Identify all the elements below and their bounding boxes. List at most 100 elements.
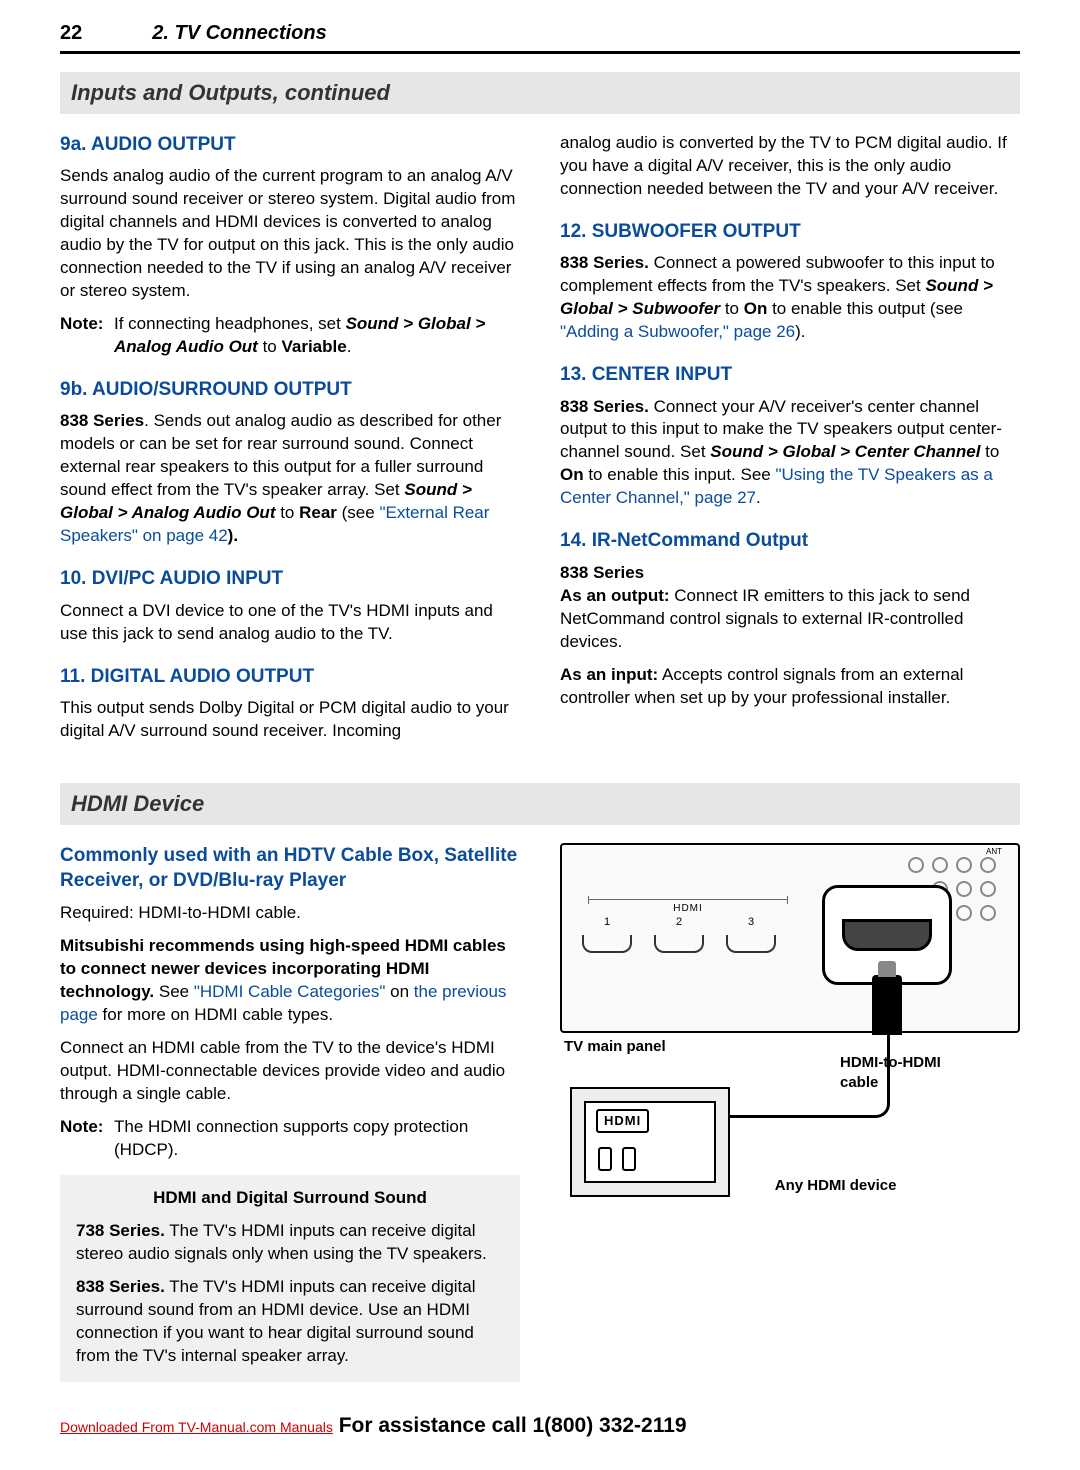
box-738: 738 Series. The TV's HDMI inputs can rec… <box>76 1220 504 1266</box>
jack-icon <box>980 881 996 897</box>
box-surround: HDMI and Digital Surround Sound 738 Seri… <box>60 1175 520 1382</box>
device-label: Any HDMI device <box>775 1176 897 1196</box>
t: As an output: <box>560 586 670 605</box>
t: to enable this output (see <box>767 299 963 318</box>
assistance-phone: For assistance call 1(800) 332-2119 <box>339 1414 687 1437</box>
page-header: 22 2. TV Connections <box>60 20 1020 54</box>
section-bar-hdmi: HDMI Device <box>60 783 1020 825</box>
note-label: Note: <box>60 313 114 359</box>
heading-12: 12. SUBWOOFER OUTPUT <box>560 219 1020 245</box>
para-required: Required: HDMI-to-HDMI cable. <box>60 902 520 925</box>
t: to <box>720 299 744 318</box>
note-9a: Note: If connecting headphones, set Soun… <box>60 313 520 359</box>
note-9a-body: If connecting headphones, set Sound > Gl… <box>114 313 520 359</box>
chapter-title: 2. TV Connections <box>152 20 326 47</box>
t: on <box>385 982 413 1001</box>
t: to enable this input. See <box>584 465 776 484</box>
heading-9a: 9a. AUDIO OUTPUT <box>60 132 520 158</box>
link-hdmi-categories[interactable]: "HDMI Cable Categories" <box>194 982 386 1001</box>
t: ). <box>228 526 238 545</box>
t: On <box>744 299 768 318</box>
hdmi-port-row: 1 2 3 <box>582 935 776 953</box>
jack-icon <box>908 857 924 873</box>
para-9b: 838 Series. Sends out analog audio as de… <box>60 410 520 548</box>
para-14a: 838 Series As an output: Connect IR emit… <box>560 562 1020 654</box>
section-title-hdmi: HDMI Device <box>71 789 1010 819</box>
t: 838 Series. <box>76 1277 165 1296</box>
heading-14: 14. IR-NetCommand Output <box>560 528 1020 554</box>
t: As an input: <box>560 665 658 684</box>
hdmi-port-3: 3 <box>726 935 776 953</box>
jack-icon <box>956 905 972 921</box>
para-12: 838 Series. Connect a powered subwoofer … <box>560 252 1020 344</box>
port-num: 3 <box>748 915 754 930</box>
t: See <box>154 982 194 1001</box>
device-ports <box>598 1147 636 1171</box>
note-hdcp: Note: The HDMI connection supports copy … <box>60 1116 520 1162</box>
section-title-io: Inputs and Outputs, continued <box>71 78 1010 108</box>
heading-11: 11. DIGITAL AUDIO OUTPUT <box>60 664 520 690</box>
t: 838 Series. <box>560 397 649 416</box>
t: Variable <box>281 337 346 356</box>
link-subwoofer[interactable]: "Adding a Subwoofer," page 26 <box>560 322 795 341</box>
device-port-icon <box>622 1147 636 1171</box>
t: 838 Series <box>60 411 144 430</box>
jack-icon <box>980 857 996 873</box>
cable-line-icon <box>710 1028 890 1118</box>
page-number: 22 <box>60 20 82 47</box>
t: If connecting headphones, set <box>114 314 346 333</box>
io-right-column: analog audio is converted by the TV to P… <box>560 132 1020 753</box>
hdmi-logo-icon: HDMI <box>596 1109 649 1133</box>
note-label: Note: <box>60 1116 114 1162</box>
hdmi-socket-icon <box>842 919 932 951</box>
hdmi-port-1: 1 <box>582 935 632 953</box>
t: . <box>347 337 352 356</box>
t: Sound > Global > Center Channel <box>710 442 980 461</box>
heading-9b: 9b. AUDIO/SURROUND OUTPUT <box>60 377 520 403</box>
t: 838 Series <box>560 563 644 582</box>
t: to <box>275 503 299 522</box>
hdmi-left-column: Commonly used with an HDTV Cable Box, Sa… <box>60 843 520 1382</box>
box-838: 838 Series. The TV's HDMI inputs can rec… <box>76 1276 504 1368</box>
jack-icon <box>956 881 972 897</box>
tv-panel-box: HDMI 1 2 3 ANT <box>560 843 1020 1033</box>
hdmi-port-2: 2 <box>654 935 704 953</box>
port-num: 1 <box>604 915 610 930</box>
hdmi-diagram: HDMI 1 2 3 ANT TV main panel HDMI-to-HDM… <box>560 843 1020 1382</box>
page-footer: Downloaded From TV-Manual.com Manuals Fo… <box>60 1412 1020 1440</box>
device-port-icon <box>598 1147 612 1171</box>
section-bar-io: Inputs and Outputs, continued <box>60 72 1020 114</box>
heading-hdmi-common: Commonly used with an HDTV Cable Box, Sa… <box>60 843 520 894</box>
download-marker: Downloaded From TV-Manual.com Manuals <box>60 1419 333 1435</box>
t: Rear <box>299 503 337 522</box>
jack-icon <box>980 905 996 921</box>
para-recommend: Mitsubishi recommends using high-speed H… <box>60 935 520 1027</box>
t: ). <box>795 322 805 341</box>
hdmi-row-label: HDMI <box>588 899 788 916</box>
para-10: Connect a DVI device to one of the TV's … <box>60 600 520 646</box>
para-14b: As an input: Accepts control signals fro… <box>560 664 1020 710</box>
io-left-column: 9a. AUDIO OUTPUT Sends analog audio of t… <box>60 132 520 753</box>
para-11: This output sends Dolby Digital or PCM d… <box>60 697 520 743</box>
heading-10: 10. DVI/PC AUDIO INPUT <box>60 566 520 592</box>
hdmi-plug-icon <box>872 975 902 1035</box>
t: to <box>980 442 999 461</box>
para-11b: analog audio is converted by the TV to P… <box>560 132 1020 201</box>
t: to <box>258 337 282 356</box>
port-num: 2 <box>676 915 682 930</box>
jack-icon <box>932 857 948 873</box>
jack-icon <box>956 857 972 873</box>
heading-13: 13. CENTER INPUT <box>560 362 1020 388</box>
t: . <box>756 488 761 507</box>
ant-label: ANT <box>986 847 1002 858</box>
hdmi-device-box: HDMI <box>570 1087 730 1197</box>
device-inner: HDMI <box>584 1101 716 1183</box>
t: 838 Series. <box>560 253 649 272</box>
t: for more on HDMI cable types. <box>98 1005 333 1024</box>
para-9a: Sends analog audio of the current progra… <box>60 165 520 303</box>
box-title: HDMI and Digital Surround Sound <box>76 1187 504 1210</box>
para-connect: Connect an HDMI cable from the TV to the… <box>60 1037 520 1106</box>
para-13: 838 Series. Connect your A/V receiver's … <box>560 396 1020 511</box>
note-hdcp-body: The HDMI connection supports copy protec… <box>114 1116 520 1162</box>
io-columns: 9a. AUDIO OUTPUT Sends analog audio of t… <box>60 132 1020 753</box>
